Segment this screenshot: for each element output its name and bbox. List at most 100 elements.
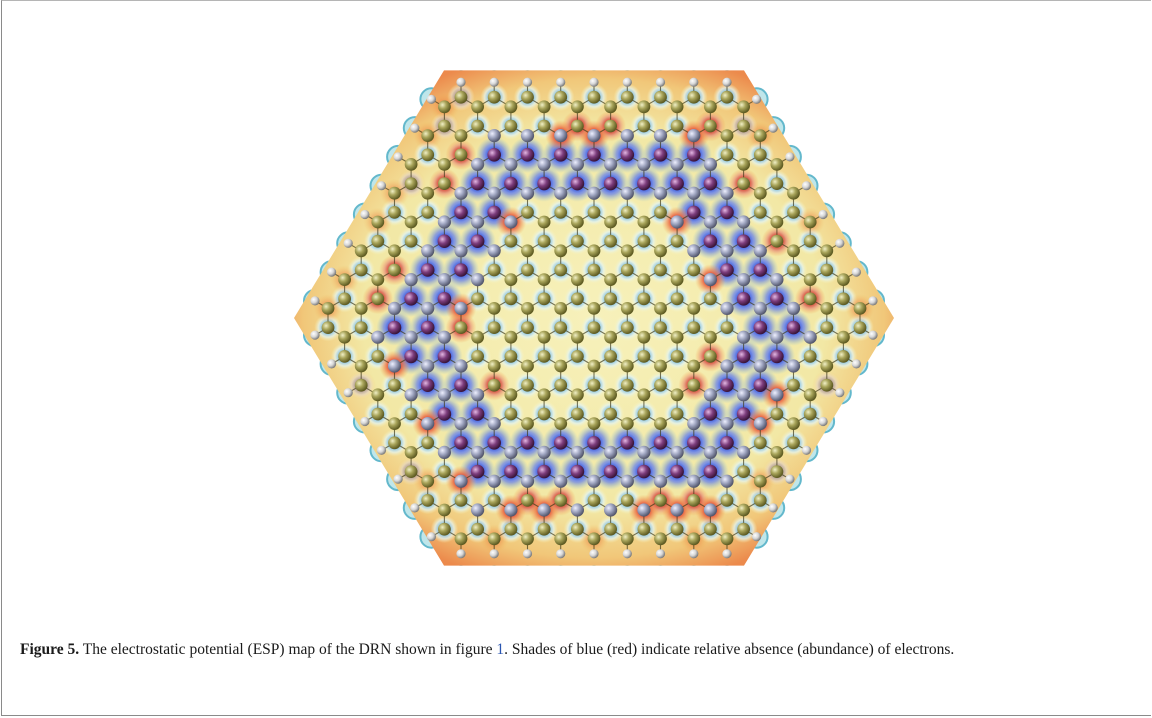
carbon-atom bbox=[454, 532, 468, 546]
nitrogen-atom bbox=[687, 244, 701, 258]
carbon-atom bbox=[604, 407, 617, 421]
carbon-atom bbox=[521, 263, 534, 277]
nitrogen-atom bbox=[786, 359, 801, 373]
nitrogen-atom bbox=[653, 129, 668, 143]
nitrogen-atom bbox=[670, 215, 684, 229]
hydrogen-atom bbox=[489, 549, 499, 559]
boron-atom bbox=[687, 205, 701, 220]
nitrogen-atom bbox=[421, 417, 435, 431]
hydrogen-atom bbox=[376, 445, 387, 455]
carbon-atom bbox=[537, 100, 551, 114]
boron-atom bbox=[404, 349, 418, 364]
carbon-atom bbox=[654, 417, 667, 430]
boron-atom bbox=[603, 464, 618, 479]
carbon-atom bbox=[537, 234, 551, 248]
carbon-atom bbox=[787, 417, 800, 430]
nitrogen-atom bbox=[737, 273, 751, 287]
nitrogen-atom bbox=[604, 445, 618, 459]
hydrogen-atom bbox=[343, 388, 353, 398]
hydrogen-atom bbox=[456, 549, 466, 559]
boron-atom bbox=[653, 148, 668, 162]
hydrogen-atom bbox=[360, 209, 370, 220]
carbon-atom bbox=[620, 206, 634, 219]
carbon-atom bbox=[537, 119, 551, 133]
carbon-atom bbox=[487, 359, 501, 373]
caption-text-part2: . Shades of blue (red) indicate relative… bbox=[504, 641, 955, 658]
caption-text-part1: The electrostatic potential (ESP) map of… bbox=[79, 641, 497, 658]
carbon-atom bbox=[753, 436, 767, 450]
carbon-atom bbox=[637, 407, 651, 421]
carbon-atom bbox=[787, 206, 800, 219]
hydrogen-atom bbox=[426, 532, 436, 542]
boron-atom bbox=[687, 436, 701, 450]
carbon-atom bbox=[537, 273, 551, 286]
boron-atom bbox=[703, 234, 718, 248]
hydrogen-atom bbox=[522, 77, 533, 87]
nitrogen-atom bbox=[404, 388, 418, 402]
hydrogen-atom bbox=[801, 445, 812, 455]
carbon-atom bbox=[521, 359, 534, 373]
carbon-atom bbox=[421, 436, 435, 450]
nitrogen-atom bbox=[703, 157, 718, 171]
carbon-atom bbox=[803, 388, 817, 402]
nitrogen-atom bbox=[753, 417, 767, 431]
carbon-atom bbox=[504, 350, 518, 363]
boron-atom bbox=[537, 464, 551, 479]
carbon-atom bbox=[471, 292, 484, 306]
carbon-atom bbox=[471, 522, 484, 536]
boron-atom bbox=[637, 176, 651, 191]
boron-atom bbox=[703, 176, 718, 191]
carbon-atom bbox=[354, 359, 368, 373]
boron-atom bbox=[736, 407, 751, 421]
hydrogen-atom bbox=[752, 94, 762, 104]
carbon-atom bbox=[837, 292, 850, 306]
hydrogen-atom bbox=[622, 77, 632, 87]
boron-atom bbox=[520, 148, 535, 162]
carbon-atom bbox=[571, 522, 584, 536]
carbon-atom bbox=[704, 292, 717, 306]
figure-label: Figure 5. bbox=[20, 641, 80, 658]
nitrogen-atom bbox=[803, 330, 817, 344]
figure-caption: Figure 5. The electrostatic potential (E… bbox=[20, 638, 1130, 661]
boron-atom bbox=[687, 148, 701, 162]
boron-atom bbox=[753, 263, 768, 277]
carbon-atom bbox=[803, 273, 817, 286]
hydrogen-atom bbox=[835, 388, 845, 398]
carbon-atom bbox=[604, 119, 617, 133]
boron-atom bbox=[703, 464, 718, 479]
carbon-atom bbox=[720, 532, 734, 546]
carbon-atom bbox=[604, 522, 617, 536]
carbon-atom bbox=[587, 244, 601, 258]
carbon-atom bbox=[454, 494, 468, 507]
carbon-atom bbox=[587, 263, 601, 277]
nitrogen-atom bbox=[437, 445, 451, 459]
carbon-atom bbox=[454, 321, 468, 334]
boron-atom bbox=[470, 407, 485, 421]
nitrogen-atom bbox=[720, 417, 734, 431]
carbon-atom bbox=[820, 359, 834, 373]
carbon-atom bbox=[737, 177, 750, 191]
carbon-atom bbox=[454, 129, 468, 143]
boron-atom bbox=[487, 205, 502, 220]
carbon-atom bbox=[837, 350, 850, 363]
carbon-atom bbox=[587, 206, 601, 219]
carbon-atom bbox=[571, 119, 584, 133]
carbon-atom bbox=[637, 330, 651, 344]
carbon-atom bbox=[404, 158, 418, 171]
nitrogen-atom bbox=[537, 157, 551, 171]
carbon-atom bbox=[753, 186, 767, 200]
carbon-atom bbox=[521, 206, 534, 219]
boron-atom bbox=[420, 263, 435, 277]
nitrogen-atom bbox=[404, 330, 418, 344]
nitrogen-atom bbox=[437, 330, 451, 344]
nitrogen-atom bbox=[703, 215, 718, 229]
hydrogen-atom bbox=[868, 330, 878, 340]
carbon-atom bbox=[487, 302, 501, 315]
carbon-atom bbox=[620, 90, 634, 104]
carbon-atom bbox=[354, 321, 368, 334]
carbon-atom bbox=[720, 494, 734, 507]
boron-atom bbox=[437, 407, 452, 421]
figure-reference-link[interactable]: 1 bbox=[496, 641, 505, 658]
nitrogen-atom bbox=[454, 359, 468, 373]
carbon-atom bbox=[487, 90, 501, 104]
